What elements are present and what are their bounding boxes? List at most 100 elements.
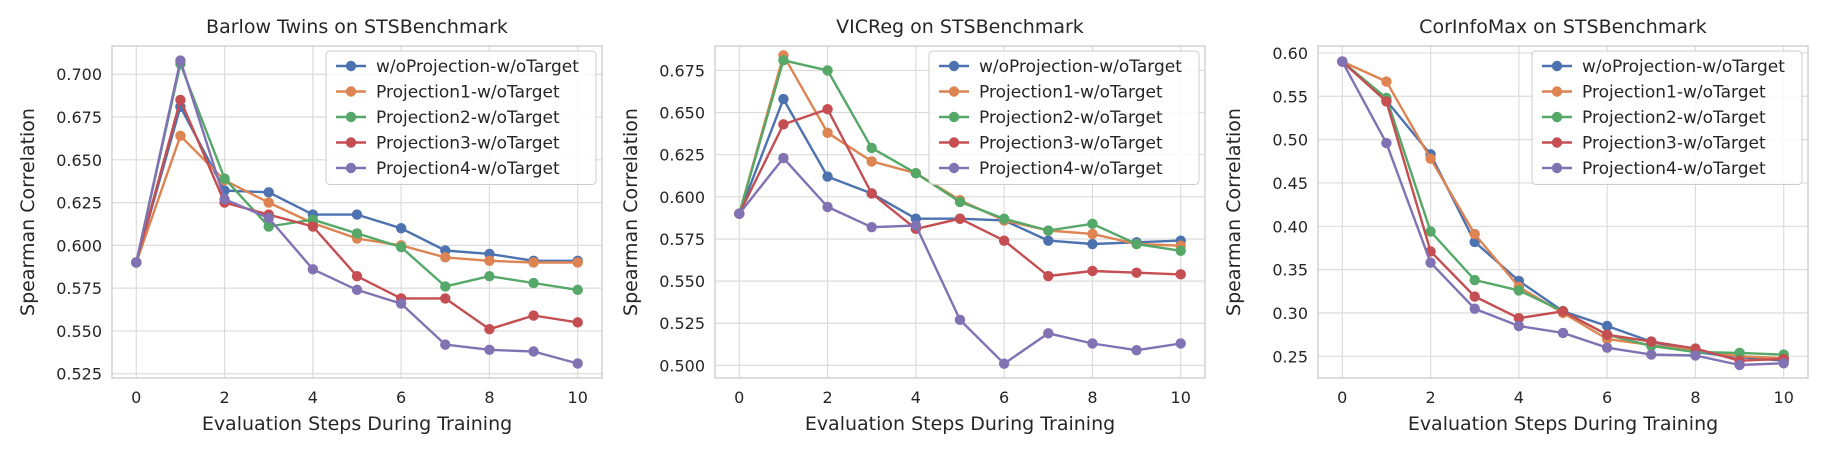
- legend-box: [325, 50, 597, 185]
- chart-title: CorInfoMax on STSBenchmark: [1419, 16, 1707, 38]
- series-5: [734, 152, 1186, 369]
- data-point: [910, 220, 922, 231]
- data-point: [572, 358, 583, 369]
- x-tick-label: 8: [1087, 388, 1097, 407]
- series-5: [131, 55, 583, 369]
- data-point: [1175, 338, 1186, 349]
- data-point: [1043, 270, 1054, 282]
- data-point: [351, 228, 363, 239]
- data-point: [219, 173, 230, 184]
- legend-label: Projection4-w/oTarget: [1582, 159, 1766, 179]
- x-tick-label: 10: [1774, 388, 1794, 407]
- data-point: [484, 344, 495, 355]
- data-point: [1337, 56, 1348, 67]
- x-tick-label: 8: [484, 388, 494, 407]
- data-point: [528, 277, 539, 289]
- data-point: [778, 55, 789, 66]
- legend-label: Projection2-w/oTarget: [979, 108, 1163, 128]
- legend: w/oProjection-w/oTarget Projection1-w/oTa…: [325, 50, 597, 185]
- y-axis-label: Spearman Correlation: [1223, 108, 1245, 316]
- y-tick-label: 0.575: [56, 279, 102, 298]
- x-axis-label: Evaluation Steps During Training: [1408, 413, 1718, 435]
- y-tick-label: 0.35: [1272, 261, 1308, 280]
- legend-swatch-marker: [345, 60, 357, 72]
- legend-label: Projection1-w/oTarget: [376, 83, 560, 103]
- x-tick-label: 4: [1514, 388, 1524, 407]
- data-point: [998, 235, 1010, 246]
- data-point: [1087, 238, 1098, 250]
- x-tick-label: 0: [131, 388, 141, 407]
- data-point: [954, 196, 966, 208]
- y-tick-label: 0.525: [56, 365, 102, 384]
- data-point: [1690, 350, 1701, 361]
- x-tick-label: 6: [1602, 388, 1612, 407]
- data-point: [484, 255, 495, 266]
- data-point: [998, 213, 1010, 224]
- legend-swatch-marker: [948, 111, 960, 123]
- y-tick-label: 0.625: [659, 146, 705, 165]
- series-line: [738, 156, 1181, 365]
- y-tick-label: 0.40: [1272, 217, 1308, 236]
- x-tick-label: 2: [822, 388, 832, 407]
- data-point: [440, 339, 451, 350]
- legend-label: Projection2-w/oTarget: [1582, 108, 1766, 128]
- data-point: [351, 209, 363, 220]
- data-point: [734, 208, 745, 219]
- legend-swatch-marker: [948, 137, 960, 148]
- data-point: [1601, 342, 1613, 353]
- x-tick-label: 10: [568, 388, 588, 407]
- y-tick-label: 0.550: [659, 272, 705, 291]
- data-point: [1601, 329, 1613, 340]
- legend: w/oProjection-w/oTarget Projection1-w/oTa…: [1531, 50, 1803, 185]
- data-point: [307, 264, 319, 275]
- y-tick-label: 0.45: [1272, 174, 1308, 193]
- data-point: [1557, 306, 1569, 317]
- data-point: [1087, 338, 1098, 349]
- data-point: [1425, 226, 1436, 237]
- data-point: [1175, 245, 1186, 256]
- data-point: [778, 119, 789, 130]
- data-point: [866, 156, 877, 167]
- series-5: [1337, 56, 1789, 371]
- chart-1: 0 2 4 6 8 10 0.525 0.550 0.575 0.600 0.625 0.650 0.6…: [17, 16, 603, 435]
- y-tick-label: 0.675: [659, 61, 705, 80]
- data-point: [866, 221, 877, 233]
- data-point: [1381, 137, 1392, 149]
- data-point: [1513, 285, 1525, 296]
- x-tick-label: 8: [1690, 388, 1700, 407]
- y-tick-label: 0.675: [56, 108, 102, 127]
- chart-2: 0 2 4 6 8 10 0.500 0.525 0.550 0.575 0.600 0.625 0.6…: [620, 16, 1206, 435]
- y-tick-label: 0.600: [659, 188, 705, 207]
- data-point: [822, 127, 833, 138]
- data-point: [219, 193, 230, 205]
- y-axis-label: Spearman Correlation: [620, 108, 642, 316]
- data-point: [1131, 267, 1142, 278]
- legend-swatch-marker: [1551, 162, 1563, 174]
- data-point: [1469, 274, 1480, 286]
- data-point: [910, 168, 922, 179]
- data-point: [1425, 257, 1436, 268]
- x-tick-label: 4: [308, 388, 318, 407]
- chart-title: VICReg on STSBenchmark: [836, 16, 1084, 38]
- data-point: [175, 94, 186, 106]
- data-point: [1778, 358, 1789, 369]
- y-tick-label: 0.650: [56, 151, 102, 170]
- legend-swatch-marker: [345, 162, 357, 174]
- data-point: [1601, 320, 1613, 332]
- data-point: [822, 65, 833, 76]
- data-point: [1469, 236, 1480, 248]
- data-point: [395, 241, 407, 253]
- data-point: [131, 257, 142, 268]
- data-point: [1131, 344, 1142, 356]
- plot-frame: [111, 45, 603, 379]
- x-tick-label: 2: [219, 388, 229, 407]
- data-point: [572, 284, 583, 296]
- data-point: [175, 55, 186, 66]
- data-point: [778, 93, 789, 105]
- legend-label: Projection3-w/oTarget: [376, 134, 560, 154]
- x-tick-label: 2: [1425, 388, 1435, 407]
- data-point: [1131, 238, 1142, 250]
- data-point: [1087, 228, 1098, 240]
- legend-label: Projection3-w/oTarget: [979, 134, 1163, 154]
- chart-title: Barlow Twins on STSBenchmark: [206, 16, 508, 38]
